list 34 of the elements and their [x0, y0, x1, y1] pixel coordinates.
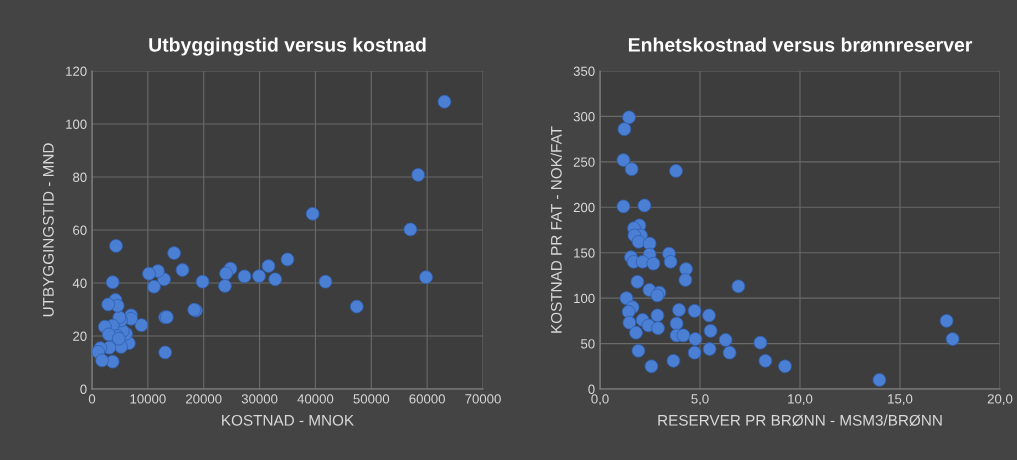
- x-tick-label: 0,0: [591, 394, 609, 406]
- y-tick-label: 120: [66, 66, 87, 76]
- y-tick-label: 300: [573, 112, 595, 122]
- y-tick-label: 150: [574, 248, 595, 258]
- y-tick-label: 0: [80, 384, 87, 394]
- x-tick-label: 15,0: [888, 394, 913, 406]
- y-tick-label: 20: [73, 331, 87, 341]
- x-tick-label: 5,0: [691, 394, 709, 406]
- x-axis-title: RESERVER PR BRØNN - MSM3/BRØNN: [658, 414, 942, 426]
- y-tick-label: 350: [573, 66, 595, 76]
- y-tick-label: 250: [573, 157, 595, 167]
- x-tick-label: 0: [88, 394, 96, 404]
- y-tick-label: 100: [574, 293, 595, 304]
- x-tick-label: 20,0: [987, 394, 1013, 406]
- x-tick-label: 70000: [465, 394, 501, 404]
- y-tick-label: 60: [73, 225, 87, 235]
- x-tick-label: 30000: [241, 394, 278, 404]
- x-tick-label: 20000: [186, 394, 222, 404]
- y-tick-label: 100: [66, 119, 87, 129]
- y-axis-title: UTBYGGINGSTID - MND: [42, 143, 54, 317]
- x-tick-label: 10000: [130, 394, 166, 404]
- y-tick-label: 50: [580, 339, 595, 349]
- y-tick-label: 0: [588, 384, 595, 394]
- x-tick-label: 50000: [353, 394, 390, 404]
- chart-title: Enhetskostnad versus brønnreserver: [628, 37, 973, 53]
- y-axis-title: KOSTNAD PR FAT - NOK/FAT: [550, 126, 562, 333]
- x-axis-title: KOSTNAD - MNOK: [222, 414, 354, 426]
- x-tick-label: 40000: [297, 394, 334, 404]
- y-tick-label: 40: [72, 278, 87, 288]
- y-tick-label: 80: [73, 172, 87, 182]
- y-tick-label: 200: [573, 202, 595, 213]
- x-tick-label: 10,0: [788, 394, 813, 406]
- x-tick-label: 60000: [409, 394, 445, 404]
- chart-title: Utbyggingstid versus kostnad: [149, 37, 426, 56]
